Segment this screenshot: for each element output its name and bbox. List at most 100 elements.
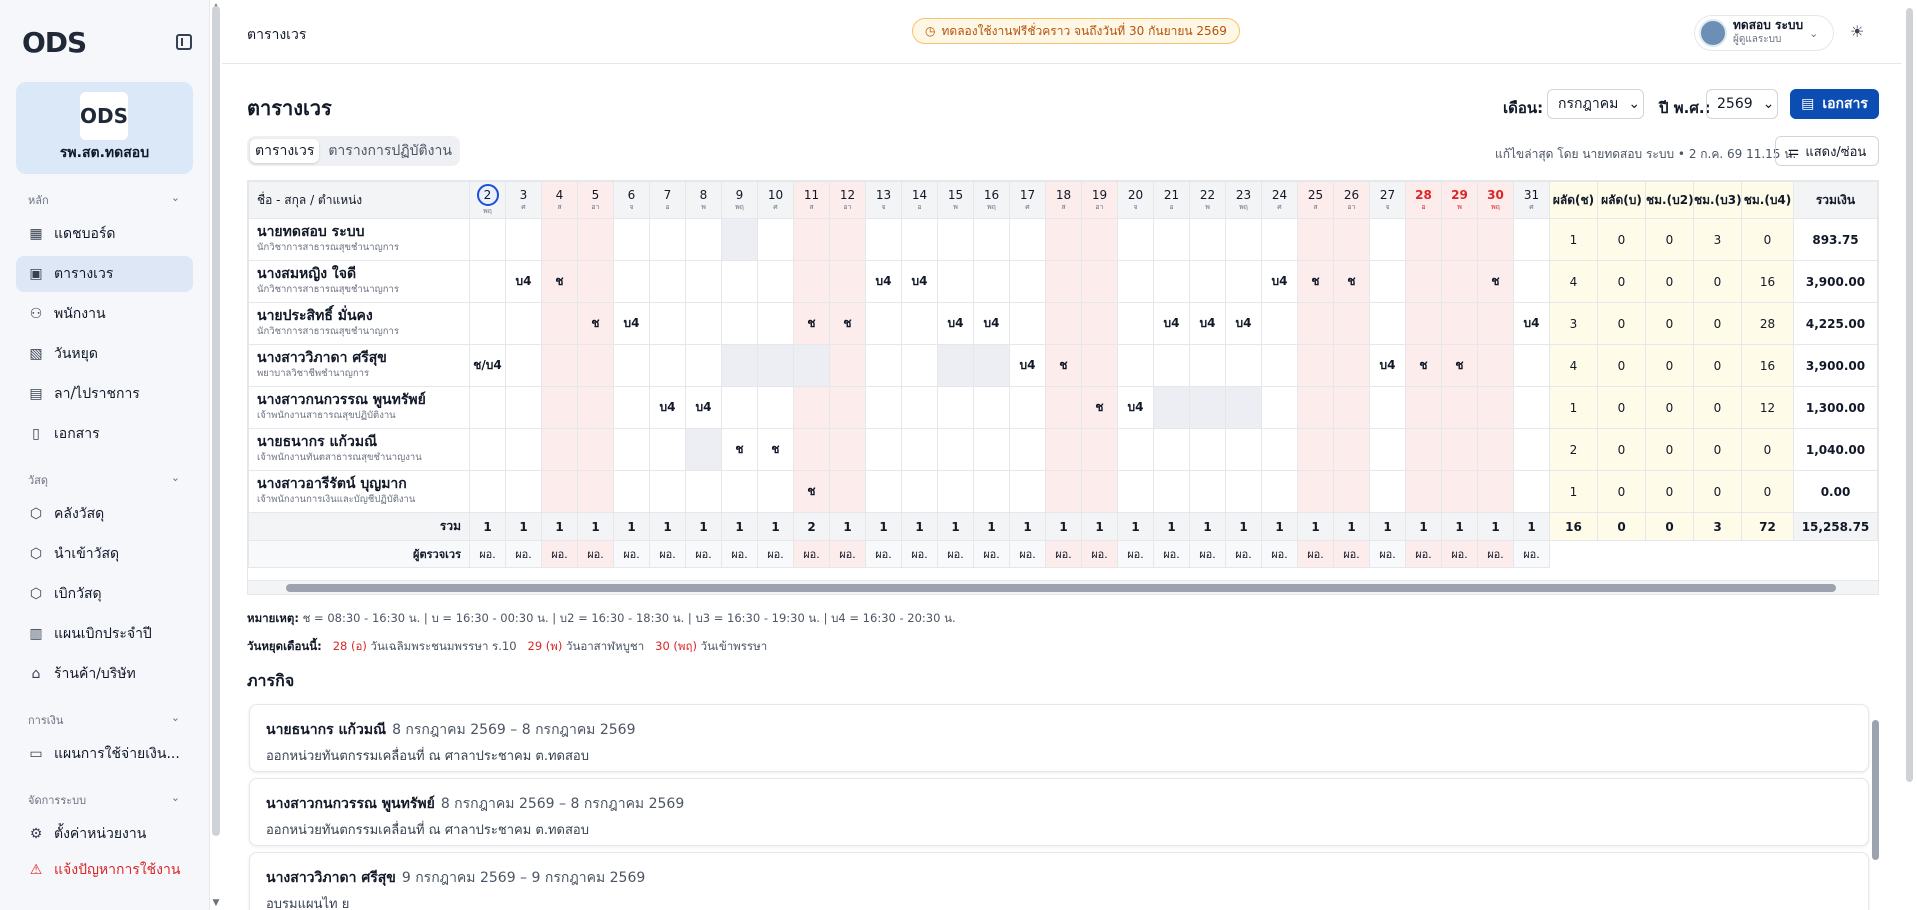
shift-cell[interactable]: บ4 — [649, 386, 686, 429]
shift-cell[interactable] — [1333, 302, 1370, 345]
inspector-cell[interactable]: ผอ. — [541, 540, 578, 568]
shift-cell[interactable] — [901, 218, 938, 261]
shift-cell[interactable] — [649, 218, 686, 261]
shift-cell[interactable] — [937, 470, 974, 513]
shift-cell[interactable] — [649, 260, 686, 303]
shift-cell[interactable] — [1261, 218, 1298, 261]
shift-cell[interactable] — [1477, 428, 1514, 471]
shift-cell[interactable] — [1261, 428, 1298, 471]
shift-cell[interactable] — [577, 428, 614, 471]
inspector-cell[interactable]: ผอ. — [937, 540, 974, 568]
nav-leave[interactable]: ▤ ลา/ไปราชการ — [16, 376, 193, 412]
shift-cell[interactable] — [1117, 260, 1154, 303]
shift-cell[interactable] — [1225, 260, 1262, 303]
shift-cell[interactable] — [1441, 260, 1478, 303]
shift-cell[interactable] — [829, 470, 866, 513]
shift-cell[interactable] — [577, 344, 614, 387]
org-card[interactable]: ODS รพ.สต.ทดสอบ — [16, 82, 193, 174]
shift-cell[interactable] — [1441, 302, 1478, 345]
shift-cell[interactable] — [1045, 218, 1082, 261]
shift-cell[interactable] — [829, 218, 866, 261]
shift-cell[interactable] — [973, 260, 1010, 303]
shift-cell[interactable] — [685, 344, 722, 387]
shift-cell[interactable] — [1369, 302, 1406, 345]
inspector-cell[interactable]: ผอ. — [1333, 540, 1370, 568]
shift-cell[interactable] — [901, 344, 938, 387]
shift-cell[interactable] — [1333, 428, 1370, 471]
mission-card[interactable]: นายธนากร แก้วมณี 8 กรกฎาคม 2569 – 8 กรกฎา… — [249, 704, 1869, 772]
shift-cell[interactable] — [1261, 344, 1298, 387]
shift-cell[interactable] — [901, 386, 938, 429]
theme-toggle-sun-icon[interactable]: ☀ — [1850, 22, 1865, 41]
nav-staff[interactable]: ⚇ พนักงาน — [16, 296, 193, 332]
shift-cell[interactable] — [649, 344, 686, 387]
shift-cell[interactable] — [721, 302, 758, 345]
shift-cell[interactable] — [757, 260, 794, 303]
shift-cell[interactable] — [1009, 470, 1046, 513]
shift-cell[interactable] — [541, 386, 578, 429]
nav-report-issue[interactable]: ⚠ แจ้งปัญหาการใช้งาน — [16, 852, 193, 888]
shift-cell[interactable] — [1045, 470, 1082, 513]
shift-cell[interactable] — [757, 470, 794, 513]
inspector-cell[interactable]: ผอ. — [649, 540, 686, 568]
shift-cell[interactable] — [1261, 386, 1298, 429]
shift-cell[interactable] — [757, 344, 794, 387]
shift-cell[interactable] — [865, 344, 902, 387]
inspector-cell[interactable]: ผอ. — [1261, 540, 1298, 568]
shift-cell[interactable] — [649, 302, 686, 345]
shift-cell[interactable]: บ4 — [973, 302, 1010, 345]
shift-cell[interactable] — [1189, 344, 1226, 387]
page-scrollbar[interactable] — [1906, 8, 1913, 782]
shift-cell[interactable] — [1153, 218, 1190, 261]
shift-cell[interactable] — [1477, 302, 1514, 345]
mission-card[interactable]: นางสาววิภาดา ศรีสุข 9 กรกฎาคม 2569 – 9 กร… — [249, 852, 1869, 910]
shift-cell[interactable] — [721, 344, 758, 387]
inspector-cell[interactable]: ผอ. — [1153, 540, 1190, 568]
tab-schedule[interactable]: ตารางเวร — [250, 139, 320, 163]
shift-cell[interactable] — [901, 470, 938, 513]
collapse-sidebar-icon[interactable] — [176, 34, 192, 50]
shift-cell[interactable] — [469, 386, 506, 429]
shift-cell[interactable] — [1117, 344, 1154, 387]
shift-cell[interactable] — [1297, 386, 1334, 429]
shift-cell[interactable] — [1441, 386, 1478, 429]
nav-docs[interactable]: ▯ เอกสาร — [16, 416, 193, 452]
shift-cell[interactable] — [1405, 386, 1442, 429]
shift-cell[interactable] — [1513, 260, 1550, 303]
inspector-cell[interactable]: ผอ. — [469, 540, 506, 568]
shift-cell[interactable] — [1153, 470, 1190, 513]
shift-cell[interactable] — [1333, 470, 1370, 513]
shift-cell[interactable]: ช — [1333, 260, 1370, 303]
inspector-cell[interactable]: ผอ. — [1009, 540, 1046, 568]
nav-plan[interactable]: ▥ แผนเบิกประจำปี — [16, 616, 193, 652]
shift-cell[interactable] — [1081, 344, 1118, 387]
month-select[interactable]: กรกฎาคม ⌄ — [1547, 89, 1644, 119]
shift-cell[interactable]: ช — [1045, 344, 1082, 387]
shift-cell[interactable]: บ4 — [1117, 386, 1154, 429]
shift-cell[interactable] — [1225, 344, 1262, 387]
shift-cell[interactable] — [1477, 386, 1514, 429]
shift-cell[interactable] — [1513, 428, 1550, 471]
shift-cell[interactable] — [1297, 470, 1334, 513]
nav-dashboard[interactable]: ▦ แดชบอร์ด — [16, 216, 193, 252]
shift-cell[interactable] — [1441, 218, 1478, 261]
shift-cell[interactable]: บ4 — [1225, 302, 1262, 345]
inspector-cell[interactable]: ผอ. — [1081, 540, 1118, 568]
shift-cell[interactable] — [1189, 470, 1226, 513]
shift-cell[interactable] — [469, 302, 506, 345]
shift-cell[interactable] — [505, 344, 542, 387]
inspector-cell[interactable]: ผอ. — [829, 540, 866, 568]
section-main[interactable]: หลัก ⌄ — [28, 191, 180, 209]
shift-cell[interactable] — [1081, 218, 1118, 261]
shift-cell[interactable]: บ4 — [613, 302, 650, 345]
inspector-cell[interactable]: ผอ. — [685, 540, 722, 568]
section-supplies[interactable]: วัสดุ ⌄ — [28, 471, 180, 489]
inspector-cell[interactable]: ผอ. — [1189, 540, 1226, 568]
shift-cell[interactable] — [1297, 302, 1334, 345]
shift-cell[interactable] — [505, 470, 542, 513]
shift-cell[interactable]: บ4 — [1153, 302, 1190, 345]
shift-cell[interactable]: ช — [1405, 344, 1442, 387]
shift-cell[interactable] — [1261, 470, 1298, 513]
shift-cell[interactable] — [865, 302, 902, 345]
shift-cell[interactable] — [685, 260, 722, 303]
